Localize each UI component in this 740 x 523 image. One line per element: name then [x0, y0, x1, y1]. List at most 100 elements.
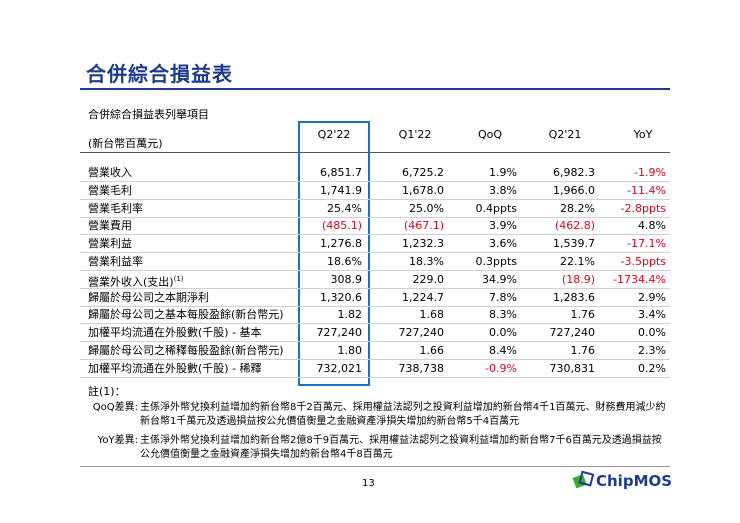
cell: 1,320.6	[320, 290, 362, 304]
cell: 727,240	[316, 326, 363, 340]
cell: 8.4%	[489, 344, 517, 357]
cell: 0.0%	[638, 326, 666, 340]
cell: (485.1)	[321, 219, 362, 233]
cell: 34.9%	[482, 272, 517, 286]
header-rule	[80, 152, 670, 153]
footnote-mark: (1)	[173, 274, 184, 283]
row-label-text: 歸屬於母公司之基本每股盈餘(新台幣元)	[88, 308, 284, 322]
row-label: 營業外收入(支出)(1)	[88, 271, 184, 291]
cell: -3.5ppts	[620, 255, 666, 268]
cell: 2.9%	[638, 290, 666, 304]
cell: (462.8)	[554, 219, 595, 233]
column-header: QoQ	[477, 128, 503, 141]
cell: 1.68	[419, 308, 445, 322]
table-row: 營業外收入(支出)(1) 308.9 229.0 34.9% (18.9) -1734.4…	[80, 271, 670, 289]
cell: 0.4ppts	[475, 201, 517, 215]
cell: 18.6%	[327, 255, 362, 268]
table-row: 歸屬於母公司之本期淨利 1,320.6 1,224.7 7.8% 1,283.6 2.9%	[80, 289, 670, 307]
column-header: YoY	[633, 128, 653, 141]
table-row: 加權平均流通在外股數(千股) - 稀釋 732,021 738,738 -0.9% 73…	[80, 360, 670, 378]
cell: -17.1%	[627, 237, 666, 251]
table-row: 營業收入 6,851.7 6,725.2 1.9% 6,982.3 -1.9%	[80, 164, 670, 182]
logo: ChipMOS	[596, 472, 673, 490]
cell: 25.4%	[327, 201, 362, 215]
note: YoY差異: 主係淨外幣兌換利益增加約新台幣2億8千9百萬元、採用權益法認列之投資…	[88, 434, 668, 462]
cell: (18.9)	[561, 272, 595, 286]
table-row: 營業利益率 18.6% 18.3% 0.3ppts 22.1% -3.5ppts	[80, 253, 670, 271]
title: 合併綜合損益表	[86, 62, 233, 86]
cell: 1.82	[337, 308, 363, 322]
column-header: Q2'21	[548, 128, 582, 141]
footer-rule	[80, 466, 670, 467]
row-label-text: 加權平均流通在外股數(千股) - 稀釋	[88, 361, 262, 375]
cell: 1.80	[337, 344, 363, 357]
row-label: 加權平均流通在外股數(千股) - 稀釋	[88, 360, 262, 377]
table-row: 歸屬於母公司之稀釋每股盈餘(新台幣元) 1.80 1.66 8.4% 1.76 2.3%	[80, 342, 670, 360]
cell: 308.9	[330, 272, 363, 286]
row-label-text: 營業利益率	[88, 255, 143, 268]
row-label: 營業利益	[88, 235, 132, 252]
cell: 3.6%	[489, 237, 517, 251]
cell: 732,021	[316, 361, 363, 375]
cell: -1734.4%	[613, 272, 666, 286]
cell: 28.2%	[560, 201, 595, 215]
cell: 730,831	[549, 361, 596, 375]
cell: 6,725.2	[402, 166, 444, 179]
row-label-text: 歸屬於母公司之本期淨利	[88, 290, 209, 304]
note: QoQ差異: 主係淨外幣兌換利益增加約新台幣8千2百萬元、採用權益法認列之投資利益…	[88, 401, 668, 429]
table-row: 歸屬於母公司之基本每股盈餘(新台幣元) 1.82 1.68 8.3% 1.76 3.4%	[80, 306, 670, 325]
cell: 1.76	[570, 344, 596, 357]
row-label-text: 營業毛利率	[88, 201, 143, 215]
cell: -2.8ppts	[620, 201, 666, 215]
cell: 4.8%	[638, 219, 666, 233]
row-label-text: 營業利益	[88, 237, 132, 251]
cell: 1,276.8	[320, 237, 362, 251]
cell: 22.1%	[560, 255, 595, 268]
subtitle: 合併綜合損益表列舉項目	[88, 108, 209, 121]
cell: 0.0%	[489, 326, 517, 340]
cell: -11.4%	[627, 183, 666, 197]
cell: 1,966.0	[553, 183, 595, 197]
row-label: 歸屬於母公司之基本每股盈餘(新台幣元)	[88, 306, 284, 323]
table-row: 加權平均流通在外股數(千股) - 基本 727,240 727,240 0.0% 727…	[80, 324, 670, 343]
column-highlight	[298, 121, 370, 386]
row-label-text: 營業毛利	[88, 183, 132, 197]
cell: 25.0%	[409, 201, 444, 215]
notes-heading: 註(1)：	[88, 385, 126, 398]
cell: 1,283.6	[553, 290, 595, 304]
cell: 3.8%	[489, 183, 517, 197]
row-label: 營業利益率	[88, 253, 143, 270]
table-row: 營業費用 (485.1) (467.1) 3.9% (462.8) 4.8%	[80, 217, 670, 236]
cell: 1.66	[419, 344, 445, 357]
row-label-text: 營業收入	[88, 166, 132, 179]
row-label: 歸屬於母公司之本期淨利	[88, 289, 209, 306]
cell: 0.2%	[638, 361, 666, 375]
table-row: 營業毛利率 25.4% 25.0% 0.4ppts 28.2% -2.8ppts	[80, 200, 670, 218]
note-label: YoY差異:	[97, 435, 138, 446]
row-label: 加權平均流通在外股數(千股) - 基本	[88, 324, 262, 341]
row-label: 營業收入	[88, 164, 132, 181]
cell: 1,741.9	[320, 183, 362, 197]
cell: 18.3%	[409, 255, 444, 268]
cell: 738,738	[398, 361, 445, 375]
title-rule	[80, 88, 670, 90]
row-label: 營業毛利	[88, 182, 132, 199]
logo-icon	[572, 470, 595, 489]
row-label: 歸屬於母公司之稀釋每股盈餘(新台幣元)	[88, 342, 284, 359]
cell: 0.3ppts	[475, 255, 517, 268]
cell: -0.9%	[485, 361, 517, 375]
note-label: QoQ差異:	[92, 402, 138, 413]
column-header: Q1'22	[398, 128, 432, 141]
cell: 229.0	[412, 272, 445, 286]
cell: 1,224.7	[402, 290, 444, 304]
cell: 7.8%	[489, 290, 517, 304]
cell: 3.4%	[638, 308, 666, 322]
row-label-text: 歸屬於母公司之稀釋每股盈餘(新台幣元)	[88, 344, 284, 357]
table-row: 營業毛利 1,741.9 1,678.0 3.8% 1,966.0 -11.4%	[80, 182, 670, 200]
note-text: 主係淨外幣兌換利益增加約新台幣2億8千9百萬元、採用權益法認列之投資利益增加約新…	[140, 435, 662, 460]
cell: 1.76	[570, 308, 596, 322]
page-number: 13	[362, 478, 375, 489]
cell: 3.9%	[489, 219, 517, 233]
cell: 1,678.0	[402, 183, 444, 197]
